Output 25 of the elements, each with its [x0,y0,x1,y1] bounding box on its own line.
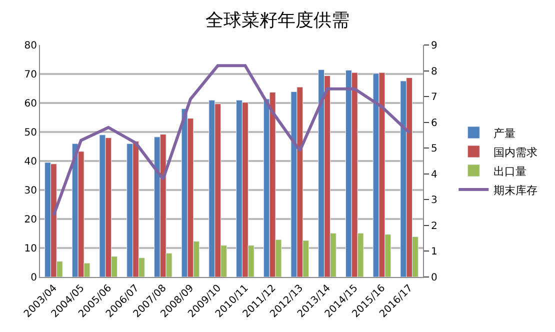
y-tick-label: 0 [30,272,37,284]
legend-label: 国内需求 [494,146,538,159]
y-tick-label: 10 [24,244,37,254]
y2-tick-label: 2 [431,220,438,232]
legend-label: 产量 [494,126,516,140]
y2-tick-label: 3 [431,195,438,206]
legend-label: 期末库存 [494,184,538,197]
y-tick-label: 50 [24,128,37,138]
chart-title: 全球菜籽年度供需 [206,10,350,31]
y2-tick-label: 5 [431,144,438,155]
y-tick-label: 40 [24,156,37,168]
legend-label: 出口量 [494,164,527,178]
y2-tick-label: 7 [431,92,438,104]
y-tick-label: 60 [24,98,37,110]
y2-tick-label: 8 [431,66,438,78]
y2-tick-label: 0 [431,272,438,284]
y-tick-label: 20 [24,214,37,226]
y-tick-label: 80 [24,40,37,52]
y-tick-label: 70 [24,70,37,80]
y-tick-label: 30 [24,186,37,196]
y2-tick-label: 9 [431,40,438,52]
y2-tick-label: 4 [431,169,438,180]
y2-tick-label: 6 [431,118,438,129]
line-series [52,64,411,217]
y2-tick-label: 1 [431,246,438,258]
